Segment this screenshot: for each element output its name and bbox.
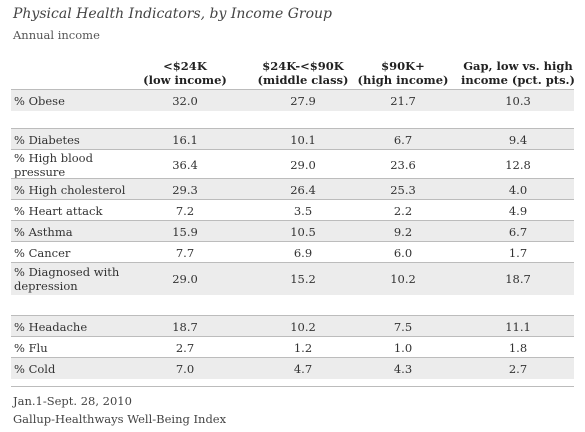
column-header-text: <$24K (low income) — [143, 59, 227, 87]
cell-value: 1.2 — [293, 340, 313, 355]
data-table: % Obese 32.0 27.9 21.7 10.3 % Diabetes 16.1 10.… — [11, 89, 574, 386]
cell-value: 7.2 — [175, 203, 195, 218]
table-row: % High cholesterol 29.3 26.4 25.3 4.0 — [11, 178, 574, 200]
row-label: % Flu — [14, 340, 48, 355]
cell-value: 9.2 — [393, 224, 413, 239]
cell-value: 1.0 — [393, 340, 413, 355]
column-header-1: <$24K (low income) — [135, 47, 235, 87]
cell-value: 15.2 — [290, 272, 316, 286]
cell-value: 26.4 — [290, 182, 316, 197]
row-label: % Obese — [14, 93, 65, 108]
cell-value: 18.7 — [505, 272, 531, 286]
cell-value: 2.2 — [393, 203, 413, 218]
row-label: % Headache — [14, 319, 88, 334]
row-label: % Diabetes — [14, 132, 80, 147]
table-row: % Headache 18.7 10.2 7.5 11.1 — [11, 315, 574, 337]
cell-value: 7.0 — [175, 361, 195, 376]
table-row: % Asthma 15.9 10.5 9.2 6.7 — [11, 220, 574, 242]
cell-value: 21.7 — [390, 93, 416, 108]
column-header-3: $90K+ (high income) — [353, 47, 453, 87]
column-header-text: $24K-<$90K (middle class) — [257, 59, 349, 87]
cell-value: 29.0 — [290, 157, 316, 172]
column-header-2: $24K-<$90K (middle class) — [243, 47, 363, 87]
cell-value: 15.9 — [172, 224, 198, 239]
table-bottom-rule — [11, 386, 574, 387]
cell-value: 4.0 — [508, 182, 528, 197]
table-row: % Diabetes 16.1 10.1 6.7 9.4 — [11, 128, 574, 150]
column-header-text: Gap, low vs. high income (pct. pts.) — [461, 59, 575, 87]
row-label: % High cholesterol — [14, 182, 126, 197]
cell-value: 23.6 — [390, 157, 416, 172]
row-label: % Asthma — [14, 224, 73, 239]
cell-value: 9.4 — [508, 132, 528, 147]
cell-value: 16.1 — [172, 132, 198, 147]
column-header-4: Gap, low vs. high income (pct. pts.) — [453, 47, 583, 87]
table-row: % Cancer 7.7 6.9 6.0 1.7 — [11, 241, 574, 263]
row-label: % Cancer — [14, 245, 71, 260]
cell-value: 29.3 — [172, 182, 198, 197]
cell-value: 25.3 — [390, 182, 416, 197]
cell-value: 10.3 — [505, 93, 531, 108]
cell-value: 11.1 — [505, 319, 531, 334]
cell-value: 29.0 — [172, 272, 198, 286]
table-row: % Heart attack 7.2 3.5 2.2 4.9 — [11, 199, 574, 221]
cell-value: 4.3 — [393, 361, 413, 376]
row-label: % Cold — [14, 361, 56, 376]
cell-value: 10.2 — [290, 319, 316, 334]
cell-value: 7.7 — [175, 245, 195, 260]
table-row: % Obese 32.0 27.9 21.7 10.3 — [11, 89, 574, 111]
chart-subtitle: Annual income — [13, 28, 100, 42]
cell-value: 4.7 — [293, 361, 313, 376]
cell-value: 1.8 — [508, 340, 528, 355]
cell-value: 10.1 — [290, 132, 316, 147]
row-label: % Diagnosed with depression — [14, 265, 120, 293]
cell-value: 7.5 — [393, 319, 413, 334]
cell-value: 4.9 — [508, 203, 528, 218]
date-range-note: Jan.1-Sept. 28, 2010 — [13, 394, 132, 408]
cell-value: 12.8 — [505, 157, 531, 172]
row-label: % High blood pressure — [14, 150, 93, 179]
cell-value: 10.2 — [390, 272, 416, 286]
table-row: % High blood pressure 36.4 29.0 23.6 12.8 — [11, 149, 574, 179]
cell-value: 6.0 — [393, 245, 413, 260]
cell-value: 3.5 — [293, 203, 313, 218]
cell-value: 2.7 — [508, 361, 528, 376]
table-row: % Flu 2.7 1.2 1.0 1.8 — [11, 336, 574, 358]
cell-value: 2.7 — [175, 340, 195, 355]
table-row: % Cold 7.0 4.7 4.3 2.7 — [11, 357, 574, 379]
cell-value: 36.4 — [172, 157, 198, 172]
cell-value: 6.9 — [293, 245, 313, 260]
column-header-text: $90K+ (high income) — [357, 59, 449, 87]
source-note: Gallup-Healthways Well-Being Index — [13, 412, 227, 426]
cell-value: 6.7 — [508, 224, 528, 239]
cell-value: 1.7 — [508, 245, 528, 260]
chart-title: Physical Health Indicators, by Income Gr… — [13, 6, 332, 22]
table-row: % Diagnosed with depression 29.0 15.2 10.2 1… — [11, 262, 574, 295]
cell-value: 6.7 — [393, 132, 413, 147]
cell-value: 27.9 — [290, 93, 316, 108]
cell-value: 10.5 — [290, 224, 316, 239]
row-label: % Heart attack — [14, 203, 103, 218]
cell-value: 32.0 — [172, 93, 198, 108]
cell-value: 18.7 — [172, 319, 198, 334]
